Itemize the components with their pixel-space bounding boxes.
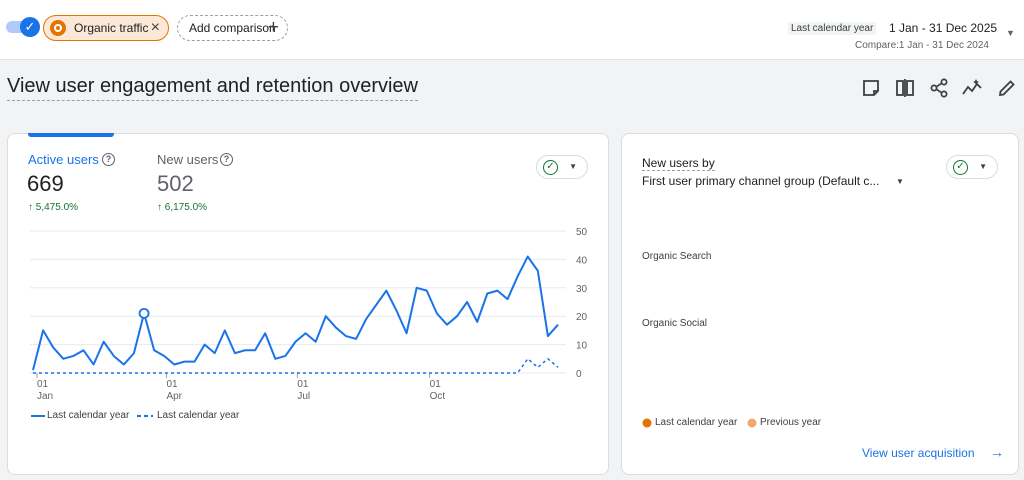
legend-dot-previous	[747, 418, 757, 428]
chevron-down-icon[interactable]: ▼	[1006, 28, 1015, 38]
plus-icon: +	[267, 17, 279, 38]
comparison-toggle[interactable]: ✓	[6, 16, 40, 38]
date-compare: Compare:1 Jan - 31 Dec 2024	[855, 40, 989, 51]
selected-metric-indicator	[28, 133, 114, 137]
x-tick-label: 01	[37, 379, 49, 390]
note-icon[interactable]	[861, 78, 881, 98]
add-comparison-button[interactable]: Add comparison +	[177, 15, 288, 41]
legend-solid-line	[31, 415, 45, 417]
date-range[interactable]: 1 Jan - 31 Dec 2025	[889, 21, 998, 35]
add-comparison-label: Add comparison	[189, 21, 276, 35]
x-tick-label: Jan	[37, 391, 53, 402]
x-tick-label: 01	[430, 379, 442, 390]
compare-columns-icon[interactable]	[895, 78, 915, 98]
caret-down-icon: ▼	[979, 162, 987, 171]
y-tick-label: 50	[576, 227, 588, 238]
page-title: View user engagement and retention overv…	[7, 75, 418, 101]
segment-chip-label: Organic traffic	[74, 21, 149, 35]
x-tick-label: Apr	[166, 391, 182, 402]
y-tick-label: 0	[576, 369, 582, 380]
bar-category-label: Organic Social	[642, 318, 708, 329]
view-user-acquisition-link[interactable]: View user acquisition	[862, 446, 975, 460]
x-tick-label: 01	[297, 379, 309, 390]
arrow-right-icon[interactable]: →	[990, 444, 1004, 460]
help-icon[interactable]: ?	[220, 153, 233, 166]
insights-check-button[interactable]: ✓ ▼	[536, 155, 588, 179]
series-line-current	[32, 255, 559, 371]
y-tick-label: 10	[576, 341, 588, 352]
active-users-change: ↑ 5,475.0%	[28, 202, 79, 213]
segment-chip[interactable]: Organic traffic ×	[43, 15, 169, 41]
y-tick-label: 40	[576, 255, 588, 266]
y-tick-label: 20	[576, 312, 588, 323]
close-icon[interactable]: ×	[150, 19, 160, 36]
legend-label-current: Last calendar year	[47, 410, 130, 421]
legend-label-previous: Previous year	[760, 417, 822, 428]
metric-tab-active-users[interactable]: Active users	[28, 152, 99, 167]
help-icon[interactable]: ?	[102, 153, 115, 166]
y-tick-label: 30	[576, 284, 588, 295]
segment-color-icon	[50, 20, 66, 36]
active-users-value: 669	[27, 171, 64, 196]
series-line-previous	[33, 357, 559, 374]
caret-down-icon[interactable]: ▼	[896, 177, 904, 186]
comparison-bar: ✓ Organic traffic × Add comparison + Las…	[0, 0, 1024, 60]
legend-label-compare: Last calendar year	[157, 410, 240, 421]
x-tick-label: Oct	[430, 391, 446, 402]
new-users-value: 502	[157, 171, 194, 196]
edit-icon[interactable]	[997, 78, 1017, 98]
legend-dashed-line	[137, 415, 153, 417]
x-tick-label: Jul	[297, 391, 310, 402]
check-circle-icon: ✓	[543, 160, 558, 175]
check-circle-icon: ✓	[953, 160, 968, 175]
caret-down-icon: ▼	[569, 162, 577, 171]
x-tick-label: 01	[166, 379, 178, 390]
new-users-by-channel-card	[621, 133, 1019, 475]
arrow-up-icon: ↑	[28, 202, 36, 213]
insights-icon[interactable]	[962, 78, 982, 98]
new-users-change: ↑ 6,175.0%	[157, 202, 208, 213]
user-overview-card	[7, 133, 609, 475]
card-title: New users by	[642, 156, 715, 171]
legend-label-current: Last calendar year	[655, 417, 738, 428]
check-icon: ✓	[20, 17, 40, 37]
dimension-selector[interactable]: First user primary channel group (Defaul…	[642, 174, 880, 188]
legend-dot-current	[642, 418, 652, 428]
share-icon[interactable]	[929, 78, 949, 98]
metric-tab-new-users[interactable]: New users	[157, 152, 219, 167]
date-preset-label: Last calendar year	[788, 22, 877, 35]
arrow-up-icon: ↑	[157, 202, 165, 213]
bar-category-label: Organic Search	[642, 251, 712, 262]
insights-check-button[interactable]: ✓ ▼	[946, 155, 998, 179]
highlight-point	[138, 307, 150, 319]
